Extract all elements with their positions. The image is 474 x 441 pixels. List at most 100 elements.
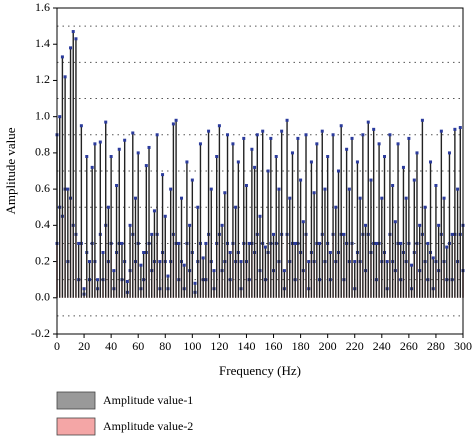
stem-marker (458, 126, 462, 130)
stem-marker (101, 251, 105, 254)
stem-marker (239, 260, 243, 264)
stem-marker (69, 46, 73, 50)
stem-marker (426, 241, 430, 245)
stem-marker (139, 263, 143, 267)
stem-marker (150, 232, 154, 236)
stem-marker (66, 187, 70, 191)
stem-marker (177, 241, 181, 245)
stem-marker (250, 147, 254, 151)
x-tick-label: 240 (373, 339, 391, 353)
stem-marker (391, 183, 395, 187)
x-tick-label: 20 (78, 339, 90, 353)
stem-marker (231, 142, 235, 146)
stem-marker (339, 124, 343, 128)
stem-marker (307, 260, 311, 264)
stem-marker (285, 118, 289, 122)
stem-marker (415, 151, 419, 155)
x-tick-label: 200 (319, 339, 337, 353)
y-tick-label: 0.2 (35, 253, 50, 267)
x-tick-label: 260 (400, 339, 418, 353)
y-tick-label: 0.6 (35, 181, 50, 195)
stem-marker (323, 187, 327, 191)
x-tick-label: 40 (105, 339, 117, 353)
stem-marker (120, 241, 124, 245)
stem-marker (128, 223, 132, 227)
stem-marker (163, 214, 167, 218)
y-tick-label: 1.2 (35, 72, 50, 86)
stem-marker (358, 196, 362, 200)
stem-marker (431, 256, 435, 260)
stem-marker (90, 165, 94, 169)
stem-marker (429, 160, 433, 164)
stem-marker (169, 187, 173, 191)
stem-marker (418, 223, 422, 227)
stem-marker (82, 287, 86, 291)
stem-marker (144, 164, 148, 168)
stem-marker (261, 129, 265, 133)
x-tick-label: 280 (427, 339, 445, 353)
stem-marker (74, 37, 78, 41)
stem-marker (115, 183, 119, 187)
stem-marker (407, 136, 411, 140)
stem-marker (442, 196, 446, 200)
stem-marker (236, 160, 240, 164)
y-axis-title: Amplitude value (3, 127, 18, 214)
x-tick-label: 140 (237, 339, 255, 353)
stem-marker (380, 196, 384, 200)
stem-marker (217, 124, 221, 128)
stem-marker (299, 178, 303, 182)
stem-marker (123, 138, 127, 142)
stem-marker (190, 178, 194, 182)
legend-swatch (56, 391, 96, 410)
stem-marker (388, 133, 392, 137)
stem-marker (196, 205, 200, 209)
stem-marker (158, 260, 162, 264)
stem-marker (312, 191, 316, 195)
stem-marker (393, 220, 397, 224)
x-tick-label: 180 (292, 339, 310, 353)
y-tick-label: 1.0 (35, 108, 50, 122)
stem-marker (445, 245, 449, 249)
stem-marker (212, 269, 216, 273)
stem-marker (142, 251, 146, 254)
x-tick-label: 60 (132, 339, 144, 353)
stem-marker (263, 245, 267, 249)
stem-marker (228, 251, 232, 254)
stem-marker (434, 183, 438, 187)
stem-marker (453, 127, 457, 131)
stem-marker (226, 133, 230, 137)
y-tick-label: 0.0 (35, 290, 50, 304)
stem-marker (450, 232, 454, 236)
stem-marker (336, 169, 340, 173)
stem-marker (209, 187, 213, 191)
stem-marker (58, 115, 62, 119)
stem-marker (147, 145, 151, 149)
stem-marker (198, 142, 202, 146)
stem-marker (353, 260, 357, 264)
y-tick-label: 0.8 (35, 145, 50, 159)
stem-marker (290, 151, 294, 155)
stem-marker (383, 155, 387, 159)
stem-marker (133, 196, 137, 200)
stem-marker (79, 124, 83, 128)
stem-marker (296, 136, 300, 140)
y-tick-label: 1.6 (35, 0, 50, 14)
stem-marker (320, 129, 324, 133)
stem-marker (244, 183, 248, 187)
legend-label: Amplitude value-2 (103, 419, 193, 433)
stem-marker (401, 165, 405, 169)
stem-marker (456, 187, 460, 191)
stem-marker (366, 120, 370, 124)
stem-marker (161, 173, 165, 177)
stem-marker (420, 118, 424, 122)
stem-marker (301, 220, 305, 224)
stem-marker (182, 263, 186, 267)
stem-marker (439, 129, 443, 133)
y-tick-label: 1.4 (35, 36, 50, 50)
stem-marker (364, 223, 368, 227)
stem-marker (274, 155, 278, 159)
stem-marker (234, 205, 238, 209)
stem-marker (220, 223, 224, 227)
stem-marker (347, 187, 351, 191)
stem-marker (399, 241, 403, 245)
